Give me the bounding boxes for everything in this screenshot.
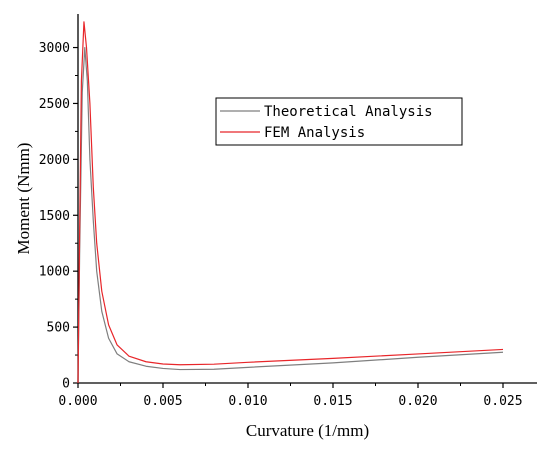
y-tick-label: 3000 <box>39 41 70 56</box>
y-tick-label: 0 <box>62 377 70 392</box>
x-ticks: 0.000 0.005 0.010 0.015 0.020 0.025 <box>58 383 523 409</box>
x-tick-label: 0.005 <box>143 394 182 409</box>
y-tick-label: 1000 <box>39 265 70 280</box>
series-layer <box>77 21 504 384</box>
y-tick-label: 2500 <box>39 97 70 112</box>
y-tick-label: 2000 <box>39 153 70 168</box>
x-tick-label: 0.015 <box>313 394 352 409</box>
x-tick-label: 0.010 <box>228 394 267 409</box>
y-axis-title: Moment (Nmm) <box>14 143 33 255</box>
x-tick-label: 0.020 <box>398 394 437 409</box>
legend-box <box>215 97 463 146</box>
x-tick-label: 0.000 <box>58 394 97 409</box>
series-line-0 <box>77 46 504 384</box>
x-tick-label: 0.025 <box>483 394 522 409</box>
series-line-1 <box>77 21 504 384</box>
plot-area: 0.000 0.005 0.010 0.015 0.020 0.025 0 500 1000 1… <box>39 14 537 409</box>
y-ticks: 0 500 1000 1500 2000 2500 3000 <box>39 41 78 392</box>
y-tick-label: 1500 <box>39 209 70 224</box>
legend: Theoretical Analysis FEM Analysis <box>215 97 463 146</box>
y-tick-label: 500 <box>47 321 70 336</box>
legend-label-theoretical: Theoretical Analysis <box>264 104 433 120</box>
legend-label-fem: FEM Analysis <box>264 125 365 141</box>
x-axis-title: Curvature (1/mm) <box>246 421 369 440</box>
